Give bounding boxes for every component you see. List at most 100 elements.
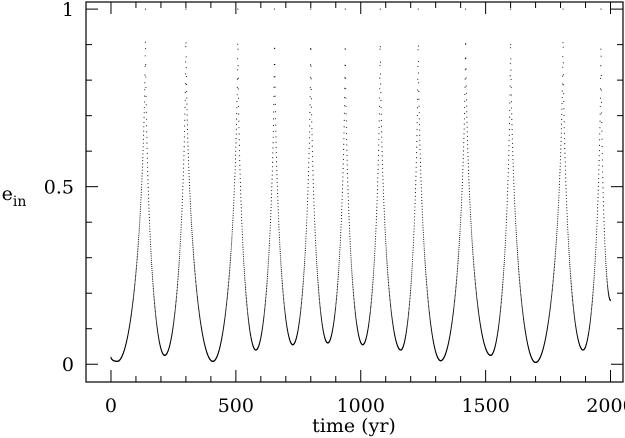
data-point bbox=[419, 129, 421, 131]
data-point bbox=[384, 229, 386, 231]
data-point bbox=[310, 65, 312, 67]
data-point bbox=[372, 275, 374, 277]
data-point bbox=[316, 263, 318, 265]
data-point bbox=[593, 270, 596, 272]
data-point bbox=[247, 315, 249, 317]
data-point bbox=[376, 206, 378, 208]
data-point bbox=[519, 285, 521, 287]
data-point bbox=[574, 324, 577, 326]
data-point bbox=[451, 319, 453, 321]
data-point bbox=[312, 165, 314, 167]
data-point bbox=[184, 119, 186, 121]
data-point bbox=[451, 323, 453, 325]
data-point bbox=[248, 323, 250, 325]
data-point bbox=[506, 207, 508, 209]
data-point bbox=[279, 250, 281, 252]
data-point bbox=[378, 138, 380, 141]
data-point bbox=[145, 76, 147, 78]
data-point bbox=[186, 124, 188, 126]
data-point bbox=[376, 209, 378, 212]
data-point bbox=[240, 197, 242, 199]
data-point bbox=[190, 217, 192, 219]
data-point bbox=[315, 258, 318, 260]
data-point bbox=[191, 235, 193, 238]
data-point bbox=[245, 295, 247, 297]
data-point bbox=[305, 245, 307, 247]
data-point bbox=[461, 199, 463, 201]
data-point bbox=[371, 297, 373, 299]
data-point bbox=[595, 244, 597, 246]
data-point bbox=[263, 317, 265, 320]
data-point bbox=[383, 213, 385, 215]
data-point bbox=[135, 273, 137, 275]
data-point bbox=[381, 136, 383, 138]
data-point bbox=[135, 276, 137, 278]
data-point bbox=[139, 213, 141, 215]
data-point bbox=[515, 220, 517, 222]
data-point bbox=[408, 313, 410, 315]
data-point bbox=[519, 289, 522, 292]
data-point bbox=[426, 289, 428, 291]
data-point bbox=[179, 253, 181, 255]
data-point bbox=[300, 309, 302, 311]
data-point bbox=[191, 229, 193, 232]
data-point bbox=[428, 308, 430, 310]
data-point bbox=[132, 298, 134, 301]
data-point bbox=[267, 268, 269, 270]
data-point bbox=[135, 266, 137, 268]
data-point bbox=[188, 179, 190, 181]
data-point bbox=[321, 323, 323, 325]
data-point bbox=[452, 312, 454, 314]
data-point bbox=[312, 186, 314, 188]
data-point bbox=[459, 221, 462, 223]
data-point bbox=[333, 316, 336, 318]
data-point bbox=[429, 317, 431, 319]
data-point bbox=[151, 273, 153, 275]
data-point bbox=[284, 309, 286, 311]
data-point bbox=[172, 325, 174, 327]
data-point bbox=[418, 118, 420, 120]
data-point bbox=[346, 138, 348, 141]
data-point bbox=[336, 290, 338, 292]
data-point bbox=[456, 274, 458, 276]
data-point bbox=[518, 267, 520, 269]
data-point bbox=[563, 93, 565, 95]
data-point bbox=[571, 293, 573, 295]
data-point bbox=[226, 296, 228, 298]
data-point bbox=[338, 258, 340, 260]
data-point bbox=[236, 94, 238, 96]
data-point bbox=[333, 322, 335, 324]
data-point bbox=[334, 315, 336, 317]
data-point bbox=[566, 221, 568, 223]
data-point bbox=[352, 288, 354, 290]
data-point bbox=[182, 185, 184, 188]
data-point bbox=[370, 300, 372, 302]
data-point bbox=[388, 284, 390, 287]
data-point bbox=[191, 239, 194, 241]
data-point bbox=[505, 227, 507, 229]
data-point bbox=[590, 317, 592, 319]
data-point bbox=[130, 317, 132, 319]
data-point bbox=[457, 264, 459, 266]
data-point bbox=[573, 314, 575, 316]
data-point bbox=[521, 302, 523, 304]
data-point bbox=[179, 238, 182, 240]
data-point bbox=[516, 250, 518, 252]
data-point bbox=[280, 257, 282, 259]
data-point bbox=[146, 142, 148, 144]
data-point bbox=[284, 310, 286, 312]
data-point bbox=[174, 307, 176, 309]
data-point bbox=[229, 261, 231, 263]
data-point bbox=[187, 141, 189, 143]
data-point bbox=[184, 83, 186, 85]
data-point bbox=[560, 132, 562, 134]
data-point bbox=[406, 329, 408, 331]
data-point bbox=[520, 295, 522, 297]
data-point bbox=[515, 234, 517, 236]
data-point bbox=[458, 239, 461, 241]
data-points bbox=[110, 8, 612, 364]
data-point bbox=[261, 328, 263, 330]
data-point bbox=[554, 260, 556, 263]
data-point bbox=[514, 202, 516, 205]
data-point bbox=[450, 327, 452, 329]
